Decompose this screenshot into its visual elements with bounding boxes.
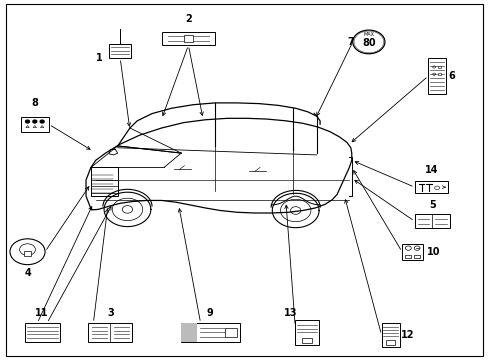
Text: 12: 12 [400, 330, 413, 340]
Bar [161, 32, 215, 45]
Text: 10: 10 [427, 247, 440, 257]
Bar [23, 251, 31, 256]
Bar [414, 215, 449, 228]
Bar [301, 338, 312, 343]
Text: 11: 11 [35, 308, 49, 318]
Bar [437, 73, 440, 75]
Bar [414, 181, 447, 193]
Circle shape [40, 120, 44, 123]
Bar [181, 323, 239, 342]
Text: 2: 2 [184, 14, 191, 24]
Bar [88, 323, 132, 342]
Bar [404, 255, 410, 258]
Text: 8: 8 [31, 98, 38, 108]
Text: 13: 13 [283, 308, 297, 318]
Text: 6: 6 [447, 71, 454, 81]
Circle shape [33, 120, 37, 123]
Text: 4: 4 [24, 268, 31, 278]
Bar [183, 35, 192, 41]
Bar [24, 323, 60, 342]
Circle shape [25, 120, 29, 123]
Bar [427, 58, 445, 94]
Text: 80: 80 [361, 38, 375, 48]
Text: 7: 7 [347, 37, 353, 47]
Text: 1: 1 [96, 53, 103, 63]
Text: 9: 9 [206, 308, 213, 318]
Bar [381, 323, 399, 347]
Text: 3: 3 [107, 308, 114, 318]
Text: 5: 5 [428, 201, 435, 211]
Bar [20, 117, 49, 132]
Bar [413, 255, 419, 258]
Bar [401, 244, 423, 260]
Text: 14: 14 [424, 165, 437, 175]
Bar [437, 66, 440, 68]
Bar [109, 44, 131, 58]
Bar [386, 340, 394, 345]
Bar [181, 323, 197, 342]
Bar [224, 328, 237, 337]
Text: MAX: MAX [363, 32, 374, 37]
Bar [295, 320, 318, 345]
